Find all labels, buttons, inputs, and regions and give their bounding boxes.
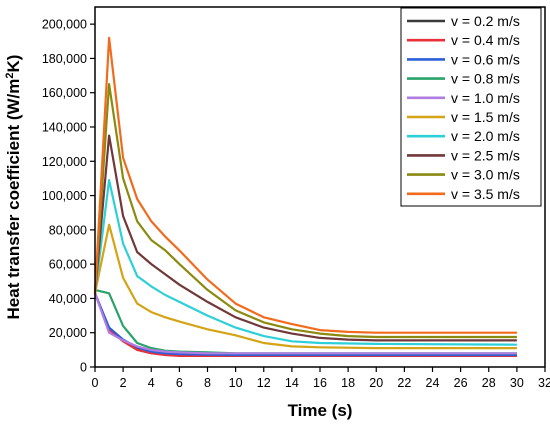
series-line-5 bbox=[93, 292, 517, 355]
y-tick-label: 140,000 bbox=[42, 121, 87, 135]
y-tick-label: 60,000 bbox=[49, 258, 87, 272]
legend-label: v = 0.6 m/s bbox=[451, 51, 520, 67]
y-tick-label: 0 bbox=[80, 361, 87, 375]
x-tick-label: 10 bbox=[229, 376, 243, 390]
x-tick-label: 4 bbox=[148, 376, 155, 390]
x-tick-label: 28 bbox=[482, 376, 496, 390]
x-tick-label: 26 bbox=[454, 376, 468, 390]
legend-label: v = 0.4 m/s bbox=[451, 32, 520, 48]
legend-label: v = 0.2 m/s bbox=[451, 13, 520, 29]
series-line-7 bbox=[93, 179, 517, 346]
x-tick-label: 8 bbox=[204, 376, 211, 390]
y-tick-label: 120,000 bbox=[42, 155, 87, 169]
series-line-6 bbox=[93, 223, 517, 350]
y-tick-label: 200,000 bbox=[42, 18, 87, 32]
plot-lines bbox=[93, 36, 517, 357]
x-tick-label: 18 bbox=[341, 376, 355, 390]
legend-label: v = 1.0 m/s bbox=[451, 90, 520, 106]
y-tick-label: 100,000 bbox=[42, 189, 87, 203]
y-tick-label: 40,000 bbox=[49, 292, 87, 306]
x-tick-label: 12 bbox=[257, 376, 271, 390]
x-tick-label: 16 bbox=[313, 376, 327, 390]
x-tick-label: 0 bbox=[92, 376, 99, 390]
series-line-10 bbox=[93, 36, 517, 334]
y-axis-title-main: Heat transfer coefficient (W/m bbox=[4, 79, 23, 320]
y-tick-label: 20,000 bbox=[49, 326, 87, 340]
x-tick-label: 2 bbox=[120, 376, 127, 390]
legend-label: v = 1.5 m/s bbox=[451, 109, 520, 125]
legend: v = 0.2 m/s v = 0.4 m/s v = 0.6 m/s v = 0.8… bbox=[400, 7, 542, 207]
x-tick-label: 22 bbox=[397, 376, 411, 390]
series-line-8 bbox=[93, 134, 517, 342]
y-axis-title-end: K) bbox=[4, 55, 23, 73]
x-tick-label: 20 bbox=[369, 376, 383, 390]
legend-label: v = 3.0 m/s bbox=[451, 167, 520, 183]
x-axis: 0 2 4 6 8 10 12 14 16 18 20 22 24 26 28 30 32 bbox=[92, 367, 550, 390]
x-axis-title: Time (s) bbox=[288, 401, 353, 420]
series-line-9 bbox=[93, 82, 517, 339]
x-tick-label: 30 bbox=[510, 376, 524, 390]
x-tick-label: 32 bbox=[538, 376, 550, 390]
legend-label: v = 2.5 m/s bbox=[451, 147, 520, 163]
series-line-3 bbox=[93, 292, 517, 357]
legend-label: v = 0.8 m/s bbox=[451, 71, 520, 87]
legend-label: v = 3.5 m/s bbox=[451, 186, 520, 202]
x-tick-label: 24 bbox=[426, 376, 440, 390]
y-axis-title-superscript: 2 bbox=[4, 72, 16, 78]
x-tick-label: 14 bbox=[285, 376, 299, 390]
y-axis-title: Heat transfer coefficient (W/m2K) bbox=[4, 55, 23, 320]
y-tick-label: 160,000 bbox=[42, 86, 87, 100]
x-tick-label: 6 bbox=[176, 376, 183, 390]
y-tick-label: 180,000 bbox=[42, 52, 87, 66]
y-axis: 0 20,000 40,000 60,000 80,000 100,000 120,000 1… bbox=[42, 18, 95, 375]
y-tick-label: 80,000 bbox=[49, 223, 87, 237]
legend-label: v = 2.0 m/s bbox=[451, 128, 520, 144]
series-line-1 bbox=[93, 292, 517, 357]
